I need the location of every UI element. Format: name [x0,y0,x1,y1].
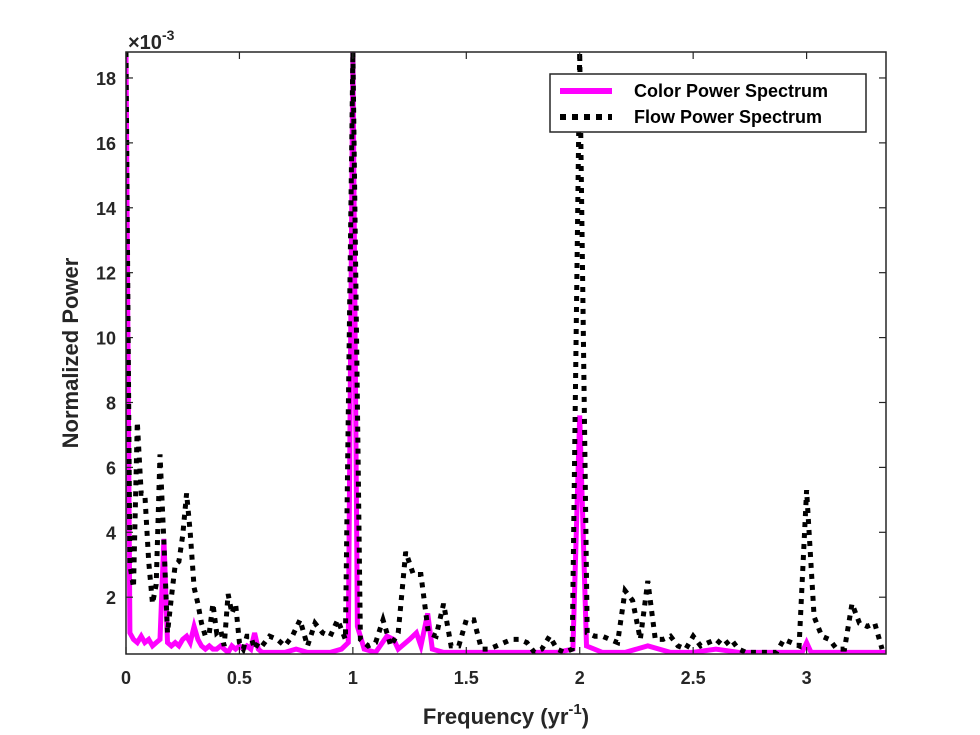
x-tick-label: 0 [121,668,131,688]
series-line-1 [126,52,885,654]
y-tick-label: 16 [96,134,116,154]
series-layer [126,52,886,654]
y-tick-label: 10 [96,329,116,349]
legend-box [549,73,867,133]
plot-frame [125,51,887,655]
y-tick-label: 8 [106,393,116,413]
y-exponent-superscript: -3 [162,27,175,43]
y-tick-label: 14 [96,199,116,219]
legend-flow-label: Flow Power Spectrum [634,107,822,127]
y-exponent-label: ×10-3 [128,27,175,54]
y-tick-label: 12 [96,264,116,284]
y-axis-label: Normalized Power [58,257,83,448]
x-tick-label: 2.5 [681,668,706,688]
y-tick-label: 6 [106,458,116,478]
legend-color-label: Color Power Spectrum [634,81,828,101]
x-tick-label: 1.5 [454,668,479,688]
y-tick-label: 4 [106,523,116,543]
y-tick-label: 2 [106,588,116,608]
x-axis-label: Frequency (yr-1) [423,701,589,729]
x-tick-label: 0.5 [227,668,252,688]
y-axis: 2 4 6 8 10 12 14 16 18 [96,69,886,608]
x-axis: 0 0.5 1 1.5 2 2.5 3 [121,52,812,688]
x-tick-label: 3 [802,668,812,688]
legend: Color Power Spectrum Flow Power Spectrum [549,73,867,133]
series-line-0 [126,52,886,654]
x-axis-label-close: ) [582,704,589,729]
x-axis-label-superscript: -1 [568,701,581,718]
y-tick-label: 18 [96,69,116,89]
x-tick-label: 1 [348,668,358,688]
x-tick-label: 2 [575,668,585,688]
